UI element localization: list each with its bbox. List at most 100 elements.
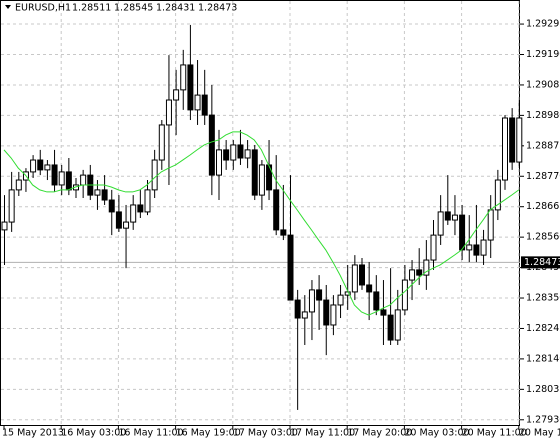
x-tick-label: 17 May 03:00 [233, 428, 298, 439]
candle-body [366, 284, 373, 293]
candle-body [15, 179, 22, 191]
x-tick-label: 17 May 20:00 [347, 428, 412, 439]
candle-body [44, 164, 51, 171]
candle-body [487, 209, 494, 241]
candle-body [216, 149, 222, 176]
candle-body [137, 204, 144, 213]
bid-label: 1.28473 [524, 257, 560, 268]
candle-body [387, 314, 394, 341]
header-value: 1.28431 [156, 3, 195, 14]
y-tick-label: 1.28875 [526, 140, 560, 151]
y-tick-label: 1.28665 [526, 201, 560, 212]
candle-body [251, 149, 258, 196]
header-value: 1.28545 [114, 3, 153, 14]
candle-body [158, 124, 165, 161]
candle-body [509, 117, 516, 163]
candle-body [437, 211, 444, 236]
y-tick-label: 1.28140 [526, 353, 560, 364]
candle-body [101, 189, 108, 201]
candle-body [223, 149, 230, 161]
candle-body [294, 299, 301, 319]
bid-label-box [521, 256, 560, 269]
candle-body [516, 117, 523, 163]
y-tick-label: 1.28560 [526, 232, 560, 243]
header-value: 1.28473 [198, 3, 237, 14]
candle-body [94, 189, 101, 196]
y-tick-label: 1.28980 [526, 110, 560, 121]
candle-body [394, 309, 401, 341]
candle-body [130, 204, 137, 223]
candle-body [459, 214, 466, 251]
candle-body [494, 179, 501, 211]
candle-body [1, 221, 8, 231]
x-tick-label: 16 May 03:00 [61, 428, 126, 439]
candle-body [51, 164, 58, 186]
x-tick-label: 20 May 11:00 [462, 428, 527, 439]
x-tick-label: 16 May 11:00 [118, 428, 183, 439]
candle-body [287, 234, 294, 301]
candle-body [316, 289, 323, 301]
candle-body [401, 279, 408, 311]
header-icon [5, 5, 11, 9]
candle-body [416, 269, 423, 276]
moving-average [3, 131, 520, 316]
candle-body [201, 94, 208, 116]
candle-body [65, 171, 72, 191]
y-tick-label: 1.29190 [526, 49, 560, 60]
candle-body [359, 264, 365, 286]
candle-body [308, 289, 315, 313]
candle-body [237, 144, 244, 159]
candle-body [323, 299, 330, 326]
candle-body [373, 291, 380, 311]
candle-body [337, 294, 344, 306]
candle-body [151, 159, 158, 191]
candle-body [258, 164, 265, 196]
x-tick-label: 17 May 11:00 [290, 428, 355, 439]
candle-body [423, 259, 430, 276]
candle-body [502, 117, 508, 181]
candle-body [80, 174, 87, 186]
candle-body [144, 189, 151, 213]
candle-body [273, 189, 280, 231]
candle-body [280, 229, 287, 236]
candle-body [115, 211, 122, 229]
candle-body [208, 114, 215, 176]
candle-body [380, 309, 387, 316]
y-tick-label: 1.27930 [526, 414, 560, 425]
candle-body [351, 264, 358, 293]
candle-body [230, 144, 237, 161]
candle-body [301, 311, 308, 319]
y-tick-label: 1.28245 [526, 323, 560, 334]
x-tick-label: 20 May 19:00 [519, 428, 560, 439]
x-tick-label: 15 May 2013 [2, 428, 64, 439]
candle-body [180, 64, 187, 91]
candle-body [58, 171, 65, 186]
candle-body [480, 239, 487, 256]
y-tick-label: 1.29085 [526, 79, 560, 90]
candle-body [37, 159, 44, 171]
candle-body [451, 214, 458, 221]
y-tick-label: 1.29295 [526, 19, 560, 30]
header-symbol: EURUSD,H1 [15, 3, 71, 14]
candle-body [466, 244, 473, 251]
candle-body [123, 221, 130, 229]
y-tick-label: 1.28035 [526, 384, 560, 395]
x-tick-label: 16 May 19:00 [176, 428, 241, 439]
candle-body [473, 244, 480, 256]
candle-body [173, 89, 180, 101]
candle-body [165, 99, 172, 126]
candle-body [8, 189, 15, 223]
header-value: 1.28511 [72, 3, 111, 14]
candle-body [30, 159, 37, 173]
candle-body [187, 64, 194, 111]
candle-body [108, 199, 115, 213]
plot-frame [0, 0, 520, 426]
candle-body [430, 234, 437, 261]
x-tick-label: 20 May 03:00 [404, 428, 469, 439]
candle-body [330, 304, 337, 326]
y-tick-label: 1.28770 [526, 171, 560, 182]
candle-body [194, 94, 201, 111]
candle-body [409, 269, 416, 281]
candle-body [244, 149, 251, 159]
